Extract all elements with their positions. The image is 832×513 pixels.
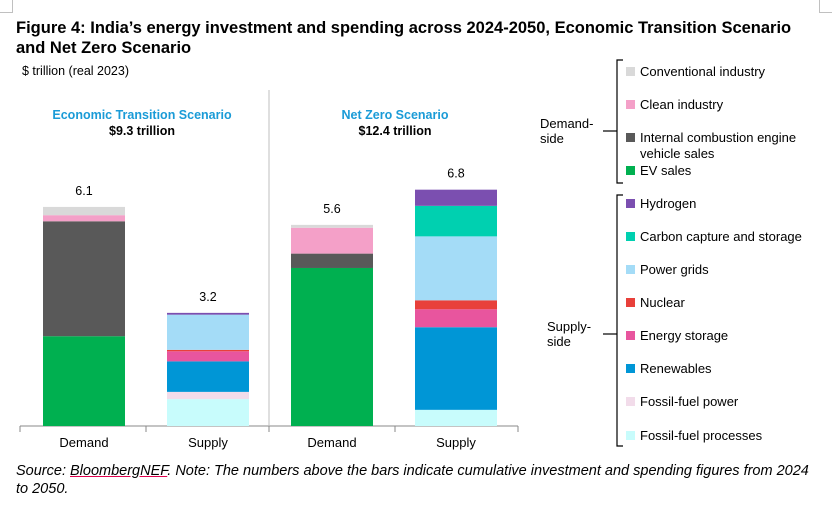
panel-title-economic-transition-scenario: Economic Transition Scenario <box>52 108 232 122</box>
legend-label-carbon-capture-and-storage: Carbon capture and storage <box>640 229 802 244</box>
panel-title-net-zero-scenario: Net Zero Scenario <box>342 108 449 122</box>
page-corner-mark-left <box>0 0 13 13</box>
source-org-link[interactable]: BloombergNEF <box>70 463 168 479</box>
x-tick-label-supply: Supply <box>188 435 228 450</box>
bar-segment-ev-sales <box>291 267 373 426</box>
x-tick-label-demand: Demand <box>307 435 356 450</box>
bar-segment-internal-combustion-engine-vehicle-sales <box>291 253 373 268</box>
bar-segment-conventional-industry <box>43 206 125 216</box>
bar-total-label: 6.1 <box>75 184 92 198</box>
bar-total-label: 3.2 <box>199 290 216 304</box>
panel-total-label: $12.4 trillion <box>359 124 432 138</box>
bar-total-label: 5.6 <box>323 202 340 216</box>
bar-segment-nuclear <box>167 349 249 352</box>
legend-label-clean-industry: Clean industry <box>640 97 724 112</box>
bar-segment-energy-storage <box>415 309 497 328</box>
legend-label-fossil-fuel-power: Fossil-fuel power <box>640 394 739 409</box>
legend-swatch-fossil-fuel-processes <box>626 431 635 440</box>
x-tick-label-demand: Demand <box>59 435 108 450</box>
legend-label-energy-storage: Energy storage <box>640 328 728 343</box>
bar-segment-power-grids <box>415 236 497 301</box>
bar-segment-carbon-capture-and-storage <box>415 205 497 237</box>
source-note: Source: BloombergNEF. Note: The numbers … <box>16 462 816 498</box>
bar-segment-conventional-industry <box>291 224 373 228</box>
legend-swatch-carbon-capture-and-storage <box>626 232 635 241</box>
legend-swatch-renewables <box>626 364 635 373</box>
bar-segment-hydrogen <box>167 312 249 315</box>
x-tick-label-supply: Supply <box>436 435 476 450</box>
legend-swatch-nuclear <box>626 298 635 307</box>
bar-segment-internal-combustion-engine-vehicle-sales <box>43 221 125 337</box>
bar-total-label: 6.8 <box>447 167 464 181</box>
chart-canvas: Economic Transition Scenario $9.3 trillio… <box>19 59 802 450</box>
page-corner-mark-right <box>819 0 832 13</box>
bar-segment-nuclear <box>415 300 497 310</box>
legend-swatch-conventional-industry <box>626 67 635 76</box>
legend-swatch-hydrogen <box>626 199 635 208</box>
bar-segment-fossil-fuel-power <box>167 391 249 400</box>
source-prefix: Source: <box>16 463 70 479</box>
bar-segment-power-grids <box>167 314 249 350</box>
panel-total-label: $9.3 trillion <box>109 124 175 138</box>
legend-swatch-fossil-fuel-power <box>626 397 635 406</box>
legend-swatch-energy-storage <box>626 331 635 340</box>
legend-label-fossil-fuel-processes: Fossil-fuel processes <box>640 428 763 443</box>
bar-segment-fossil-fuel-processes <box>167 399 249 426</box>
bar-segment-hydrogen <box>415 189 497 206</box>
group-label-demand-side: Demand-side <box>540 116 593 146</box>
legend-swatch-internal-combustion-engine-vehicle-sales <box>626 133 635 142</box>
bar-segment-fossil-fuel-processes <box>415 409 497 426</box>
group-label-supply-side: Supply-side <box>547 319 591 349</box>
bar-segment-ev-sales <box>43 336 125 426</box>
legend-label-renewables: Renewables <box>640 361 712 376</box>
figure-title: Figure 4: India’s energy investment and … <box>16 19 792 57</box>
legend-swatch-ev-sales <box>626 166 635 175</box>
legend-swatch-clean-industry <box>626 100 635 109</box>
legend-label-hydrogen: Hydrogen <box>640 196 696 211</box>
legend-label-ev-sales: EV sales <box>640 163 692 178</box>
supply-side-bracket <box>616 194 623 447</box>
y-unit-label: $ trillion (real 2023) <box>22 64 129 78</box>
legend-swatch-power-grids <box>626 265 635 274</box>
bar-segment-renewables <box>415 327 497 410</box>
bar-segment-clean-industry <box>291 227 373 254</box>
bar-segment-renewables <box>167 361 249 392</box>
legend-label-power-grids: Power grids <box>640 262 709 277</box>
demand-side-bracket <box>616 59 623 184</box>
legend-label-internal-combustion-engine-vehicle-sales: Internal combustion engine vehicle sales <box>640 130 796 161</box>
bar-segment-energy-storage <box>167 351 249 362</box>
legend-label-nuclear: Nuclear <box>640 295 685 310</box>
source-suffix: . Note: The numbers above the bars indic… <box>16 463 809 497</box>
bar-segment-clean-industry <box>43 215 125 222</box>
legend-label-conventional-industry: Conventional industry <box>640 64 766 79</box>
